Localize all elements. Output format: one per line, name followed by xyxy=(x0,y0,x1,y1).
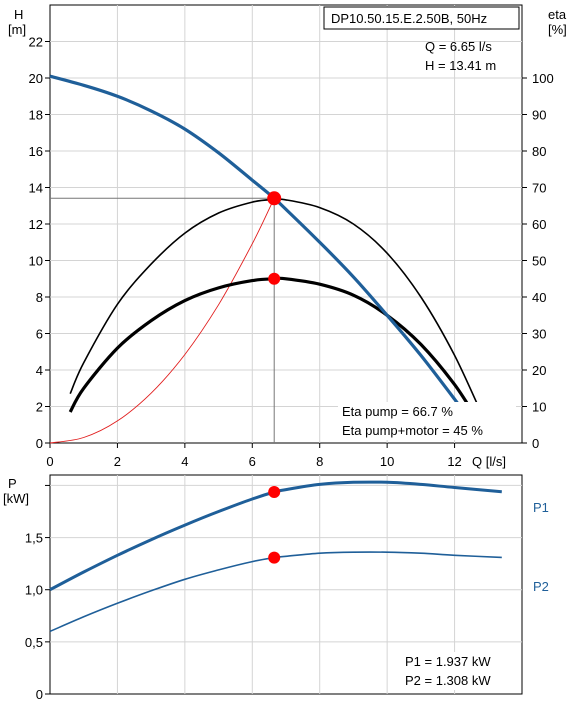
model-title-box xyxy=(323,6,520,30)
p-tick-label: 0,5 xyxy=(25,635,43,650)
y-right-tick-label: 20 xyxy=(532,363,546,378)
p2-readout: P2 = 1.308 kW xyxy=(405,673,491,688)
y-left-label-h: H xyxy=(14,7,23,22)
p-axis-unit: [kW] xyxy=(3,491,29,506)
q-readout: Q = 6.65 l/s xyxy=(425,39,492,54)
eta-readout-box xyxy=(338,402,516,440)
y-right-tick-label: 50 xyxy=(532,254,546,269)
y-right-label-unit: [%] xyxy=(548,22,567,37)
x-tick-label: 4 xyxy=(181,454,188,469)
p-tick-label: 1,0 xyxy=(25,583,43,598)
h-readout: H = 13.41 m xyxy=(425,58,496,73)
p2-operating-point xyxy=(268,551,281,564)
top-tick-labels: 0 2 4 6 8 10 12 0 2 4 6 8 10 12 14 16 18 20 22 0 10 20 30 40 50 6… xyxy=(29,35,554,470)
y-right-tick-label: 100 xyxy=(532,71,554,86)
y-left-tick-label: 12 xyxy=(29,217,43,232)
power-readout-box xyxy=(400,652,516,690)
x-tick-label: 0 xyxy=(46,454,53,469)
y-left-tick-label: 16 xyxy=(29,144,43,159)
eta-pump-motor-readout: Eta pump+motor = 45 % xyxy=(342,423,483,438)
model-title: DP10.50.15.E.2.50B, 50Hz xyxy=(331,11,487,26)
p1-operating-point xyxy=(268,485,281,498)
y-right-tick-label: 0 xyxy=(532,436,539,451)
y-left-tick-label: 14 xyxy=(29,181,43,196)
y-left-tick-label: 8 xyxy=(36,290,43,305)
p1-readout: P1 = 1.937 kW xyxy=(405,654,491,669)
x-tick-label: 6 xyxy=(249,454,256,469)
y-left-tick-label: 10 xyxy=(29,254,43,269)
y-right-label-eta: eta xyxy=(548,7,567,22)
bottom-curves xyxy=(49,480,502,633)
p1-legend-label: P1 xyxy=(533,500,549,515)
x-tick-label: 10 xyxy=(380,454,394,469)
x-tick-label: 8 xyxy=(316,454,323,469)
y-left-tick-label: 20 xyxy=(29,71,43,86)
p2-legend-label: P2 xyxy=(533,579,549,594)
top-curves xyxy=(49,74,486,444)
eta-operating-point xyxy=(268,272,281,285)
y-right-tick-label: 80 xyxy=(532,144,546,159)
bottom-grid xyxy=(45,475,522,695)
y-left-tick-label: 0 xyxy=(36,436,43,451)
y-right-tick-label: 40 xyxy=(532,290,546,305)
y-left-tick-label: 2 xyxy=(36,400,43,415)
eta-pump-readout: Eta pump = 66.7 % xyxy=(342,404,453,419)
x-tick-label: 12 xyxy=(447,454,461,469)
p-axis-label: P xyxy=(8,476,17,491)
p-tick-label: 1,5 xyxy=(25,531,43,546)
bottom-tick-labels: 0 0,5 1,0 1,5 xyxy=(25,531,43,702)
x-axis-label: Q [l/s] xyxy=(472,454,506,469)
y-left-tick-label: 22 xyxy=(29,35,43,50)
p-tick-label: 0 xyxy=(36,687,43,702)
y-left-tick-label: 6 xyxy=(36,327,43,342)
y-right-tick-label: 90 xyxy=(532,108,546,123)
y-right-tick-label: 70 xyxy=(532,181,546,196)
head-operating-point xyxy=(267,191,282,206)
y-right-tick-label: 60 xyxy=(532,217,546,232)
x-tick-label: 2 xyxy=(114,454,121,469)
y-left-label-unit: [m] xyxy=(8,22,26,37)
system-curve xyxy=(49,198,275,444)
top-grid xyxy=(45,5,527,448)
y-right-tick-label: 30 xyxy=(532,327,546,342)
y-left-tick-label: 4 xyxy=(36,363,43,378)
y-left-tick-label: 18 xyxy=(29,108,43,123)
y-right-tick-label: 10 xyxy=(532,400,546,415)
